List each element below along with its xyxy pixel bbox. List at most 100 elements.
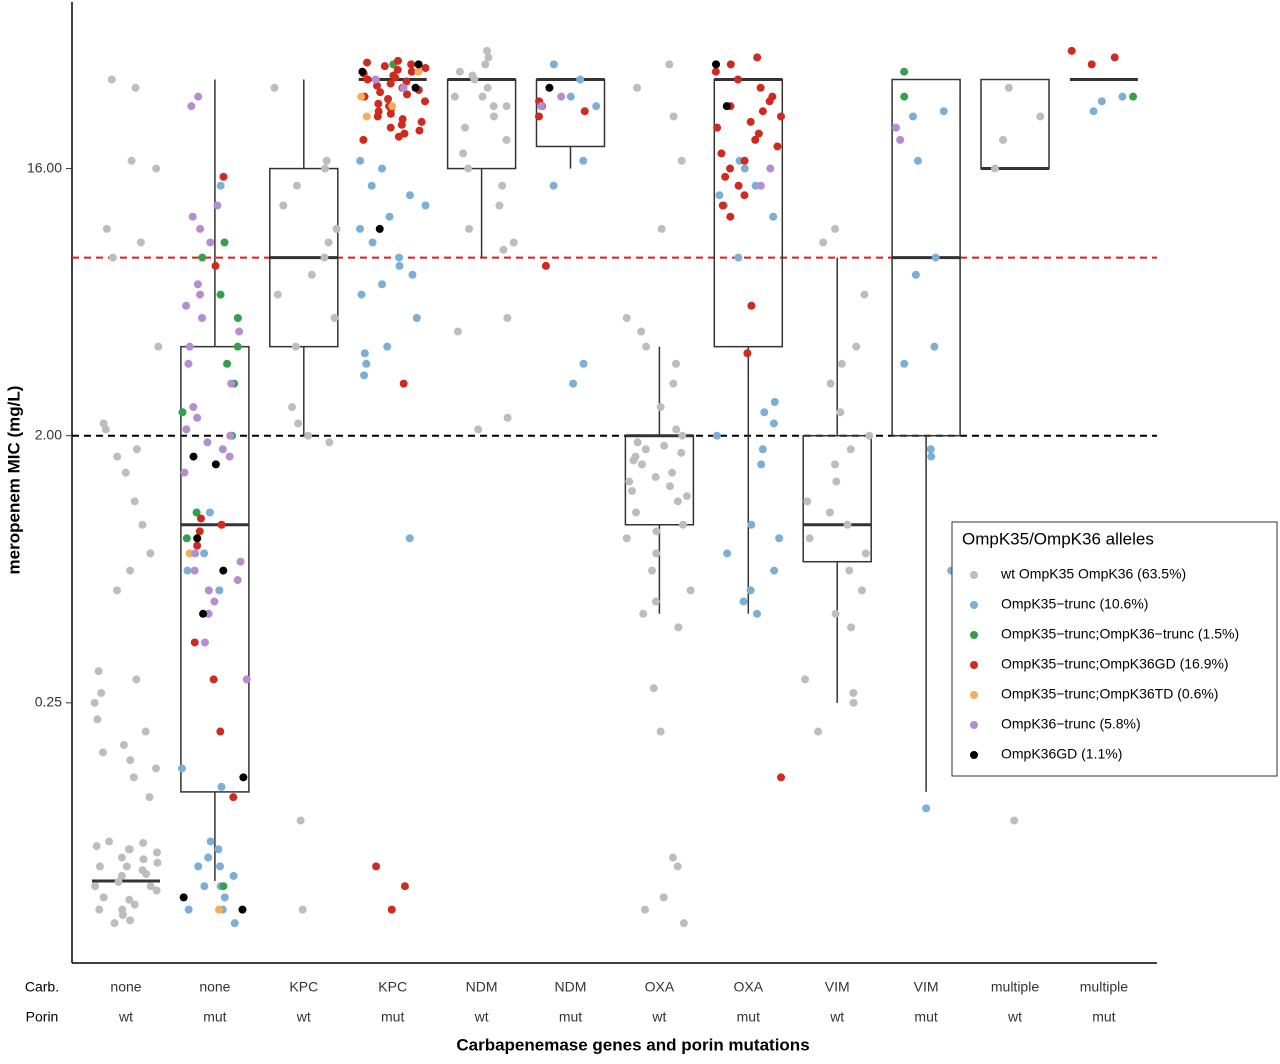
point: [503, 313, 512, 322]
point: [803, 497, 812, 506]
point: [639, 609, 648, 618]
point: [230, 919, 239, 928]
legend-marker: [970, 721, 978, 729]
point: [647, 566, 656, 575]
point: [121, 468, 130, 477]
point: [209, 675, 218, 684]
point: [502, 102, 511, 111]
point: [652, 549, 661, 558]
point: [734, 253, 743, 262]
point: [102, 224, 111, 233]
point: [216, 727, 225, 736]
x-tick-label: multiple: [991, 979, 1039, 995]
point: [678, 431, 687, 440]
point: [91, 882, 100, 891]
point: [239, 773, 248, 782]
point: [922, 804, 931, 813]
point: [117, 853, 126, 862]
point: [900, 67, 909, 76]
point: [206, 238, 215, 247]
point: [113, 452, 122, 461]
legend-label: OmpK35−trunc;OmpK36GD (16.9%): [1001, 656, 1229, 672]
point: [298, 905, 307, 914]
point: [200, 882, 209, 891]
point: [1110, 53, 1119, 62]
point: [217, 782, 226, 791]
point: [189, 403, 198, 412]
point: [770, 397, 779, 406]
point: [94, 667, 103, 676]
point: [484, 53, 493, 62]
point: [450, 92, 459, 101]
point: [127, 156, 136, 165]
box: [180, 345, 250, 793]
point: [756, 83, 765, 92]
x-tick-label: none: [199, 979, 230, 995]
point: [1087, 60, 1096, 69]
point: [95, 862, 104, 871]
y-tick-label: 0.25: [35, 694, 62, 710]
point: [386, 79, 395, 88]
x-tick-label: wt: [1007, 1009, 1022, 1025]
point: [421, 63, 430, 72]
point: [757, 460, 766, 469]
point: [152, 848, 161, 857]
point: [753, 609, 762, 618]
point: [913, 156, 922, 165]
point: [233, 342, 242, 351]
point: [184, 905, 193, 914]
point: [633, 83, 642, 92]
point: [119, 741, 128, 750]
point: [679, 919, 688, 928]
point: [238, 905, 247, 914]
point: [760, 408, 769, 417]
point: [579, 156, 588, 165]
point: [628, 487, 637, 496]
point: [320, 253, 329, 262]
point: [388, 102, 397, 111]
point: [403, 90, 412, 99]
point: [857, 586, 866, 595]
point: [557, 92, 566, 101]
point: [185, 342, 194, 351]
point: [193, 280, 202, 289]
point: [1097, 97, 1106, 106]
point: [549, 60, 558, 69]
point: [235, 327, 244, 336]
point: [307, 270, 316, 279]
point: [146, 882, 155, 891]
point: [718, 201, 727, 210]
point: [421, 201, 430, 210]
point: [270, 83, 279, 92]
point: [118, 910, 127, 919]
point: [182, 534, 191, 543]
point: [652, 527, 661, 536]
point: [395, 253, 404, 262]
point: [279, 201, 288, 210]
x-tick-label: wt: [118, 1009, 133, 1025]
x-tick-label: none: [110, 979, 141, 995]
point: [861, 549, 870, 558]
point: [633, 438, 642, 447]
point: [129, 773, 138, 782]
point: [503, 413, 512, 422]
point: [459, 149, 468, 158]
point: [726, 164, 735, 173]
point: [398, 115, 407, 124]
point: [777, 773, 786, 782]
point: [679, 520, 688, 529]
point: [649, 684, 658, 693]
point: [837, 359, 846, 368]
point: [734, 181, 743, 190]
point: [193, 541, 202, 550]
point: [1004, 83, 1013, 92]
point: [414, 67, 423, 76]
x-tick-label: mut: [914, 1009, 937, 1025]
point: [640, 905, 649, 914]
point: [836, 408, 845, 417]
point: [126, 756, 135, 765]
point: [629, 456, 638, 465]
point: [219, 882, 228, 891]
point: [393, 65, 402, 74]
point: [92, 842, 101, 851]
